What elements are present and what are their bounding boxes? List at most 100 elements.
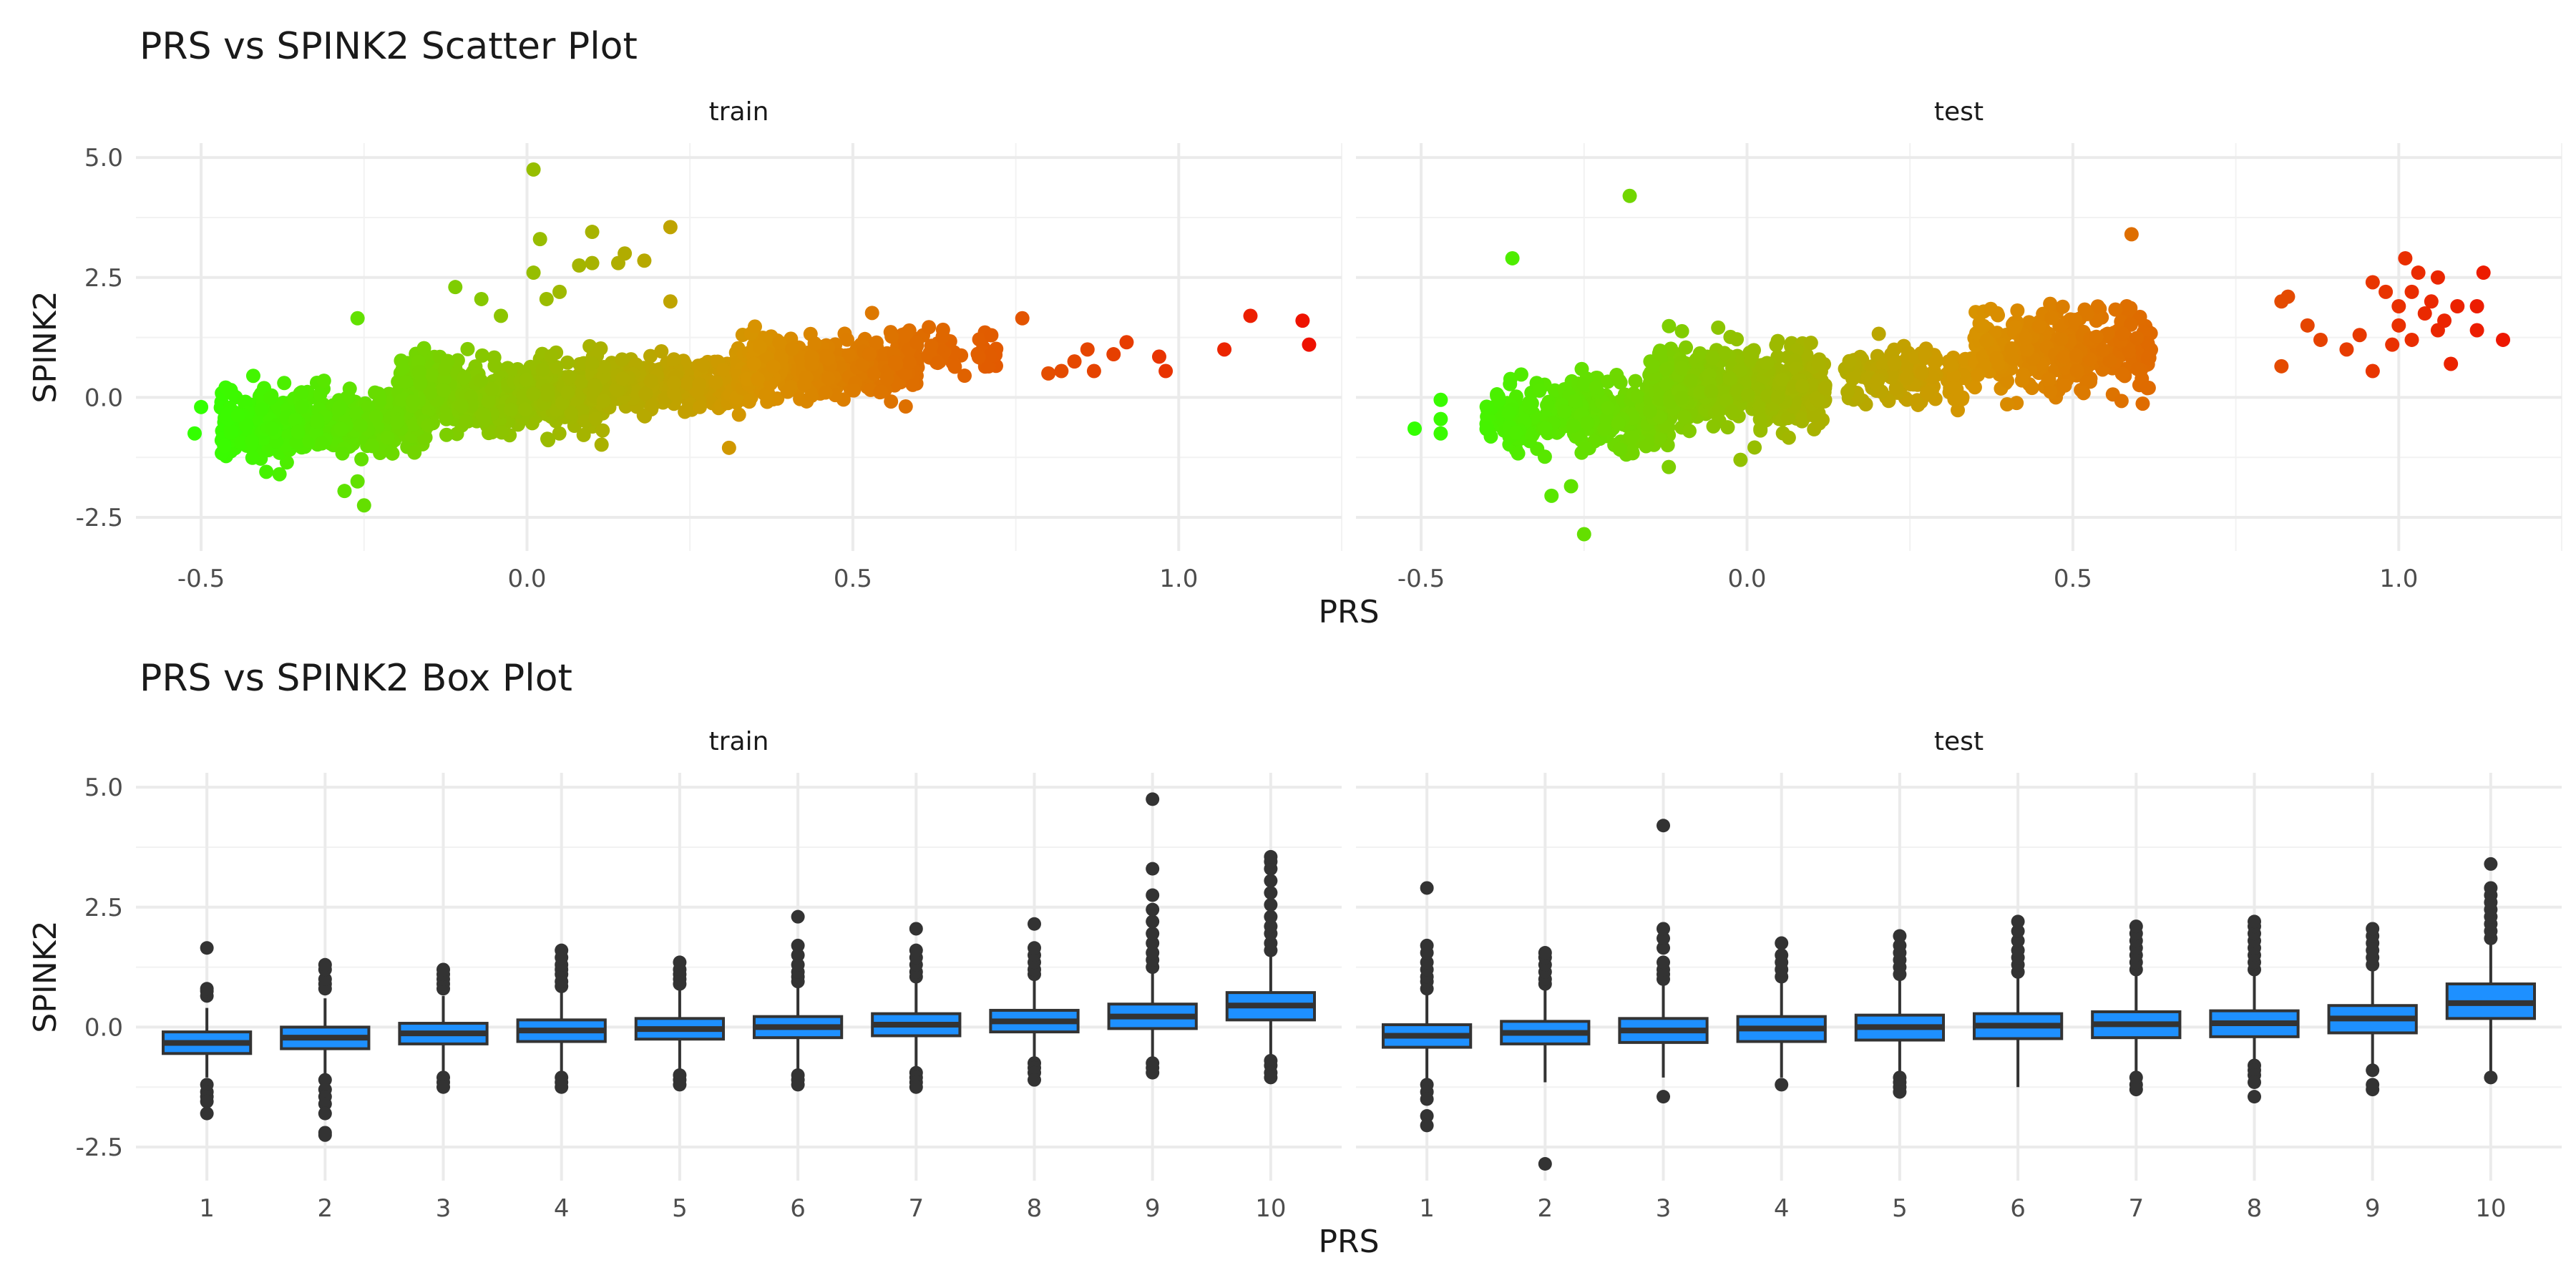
scatter-point [399,375,414,390]
scatter-point [1503,376,1518,391]
scatter-point [1628,374,1643,389]
scatter-point [487,350,502,365]
scatter-point [526,265,541,280]
y-tick-label: 0.0 [84,384,123,412]
scatter-plot-title: PRS vs SPINK2 Scatter Plot [140,25,638,68]
x-tick-label: 0.5 [834,565,872,593]
box-outlier [1264,1070,1278,1085]
scatter-point [2430,270,2445,285]
scatter-point [1080,342,1095,357]
scatter-point [526,386,541,401]
x-tick-label: 0.5 [2054,565,2092,593]
x-tick-label: 4 [554,1194,570,1223]
scatter-point [1612,374,1627,389]
scatter-test-grid [1356,143,2562,551]
scatter-point [1674,361,1689,376]
scatter-point [2385,337,2400,352]
scatter-point [666,352,681,367]
scatter-point [259,464,274,479]
scatter-point [2391,299,2406,313]
scatter-point [230,408,245,423]
scatter-point [2391,318,2406,333]
y-axis-label: SPINK2 [27,291,64,403]
scatter-point [2043,296,2058,311]
y-tick-label: 2.5 [84,264,123,293]
x-tick-label: 5 [1892,1194,1908,1223]
box-outlier [2011,914,2025,929]
scatter-point [1722,371,1737,386]
scatter-point [519,372,534,387]
box-outlier [318,957,332,972]
scatter-point [361,400,376,415]
scatter-point [1781,430,1796,445]
scatter-point [474,348,489,363]
scatter-point [1243,308,1258,323]
box-outlier [673,1078,687,1092]
scatter-point [194,399,209,414]
scatter-point [1295,313,1310,328]
scatter-point [294,385,309,400]
scatter-point [874,384,889,399]
scatter-point [439,411,454,426]
scatter-points-train [187,162,1317,513]
scatter-point [2379,284,2394,299]
box-outlier [1027,941,1041,955]
scatter-point [587,378,602,393]
scatter-point [454,399,469,414]
scatter-point [289,435,304,450]
scatter-point [596,359,611,374]
scatter-point [1479,399,1494,414]
scatter-point [1086,364,1101,379]
box-outlier [909,943,923,957]
scatter-point [356,498,371,513]
scatter-point [2069,348,2084,363]
box-outlier [200,1106,214,1121]
scatter-point [316,374,331,389]
scatter-point [2496,332,2511,347]
box-outlier [1420,938,1434,952]
scatter-point [437,362,452,377]
scatter-point [494,425,509,440]
box-outlier [1264,874,1278,888]
scatter-point [313,386,328,401]
scatter-point [350,311,365,326]
scatter-point [2398,250,2413,265]
scatter-point [2096,343,2111,358]
scatter-point [1840,384,1855,399]
scatter-point [560,385,575,400]
y-tick-label: 2.5 [84,894,123,922]
scatter-point [588,411,603,426]
scatter-point [1871,326,1886,341]
scatter-point [708,375,723,390]
scatter-point [1576,527,1591,542]
x-tick-label: 8 [2247,1194,2263,1223]
x-tick-label: 1.0 [2379,565,2418,593]
scatter-point [693,399,708,414]
x-tick-label: 10 [1255,1194,1286,1223]
scatter-point [2016,367,2031,382]
scatter-point [224,386,239,401]
box-outlier [1657,1090,1671,1104]
scatter-point [1613,442,1628,457]
scatter-point [615,352,630,367]
scatter-point [413,376,428,391]
scatter-point [1646,358,1661,374]
scatter-point [2274,358,2289,374]
scatter-point [638,409,653,424]
scatter-point [526,162,541,177]
x-tick-label: 3 [1656,1194,1672,1223]
scatter-point [2089,329,2104,344]
scatter-point [746,356,761,371]
scatter-point [930,356,945,371]
scatter-point [474,291,489,306]
x-tick-label: 6 [790,1194,806,1223]
scatter-point [450,353,465,368]
scatter-point [1989,351,2004,366]
scatter-point [1407,421,1422,436]
scatter-point [643,348,658,364]
scatter-point [654,343,669,358]
box-outlier [1264,909,1278,924]
box-outlier [2129,919,2143,934]
scatter-point [333,421,348,436]
scatter-point [1927,356,1942,371]
